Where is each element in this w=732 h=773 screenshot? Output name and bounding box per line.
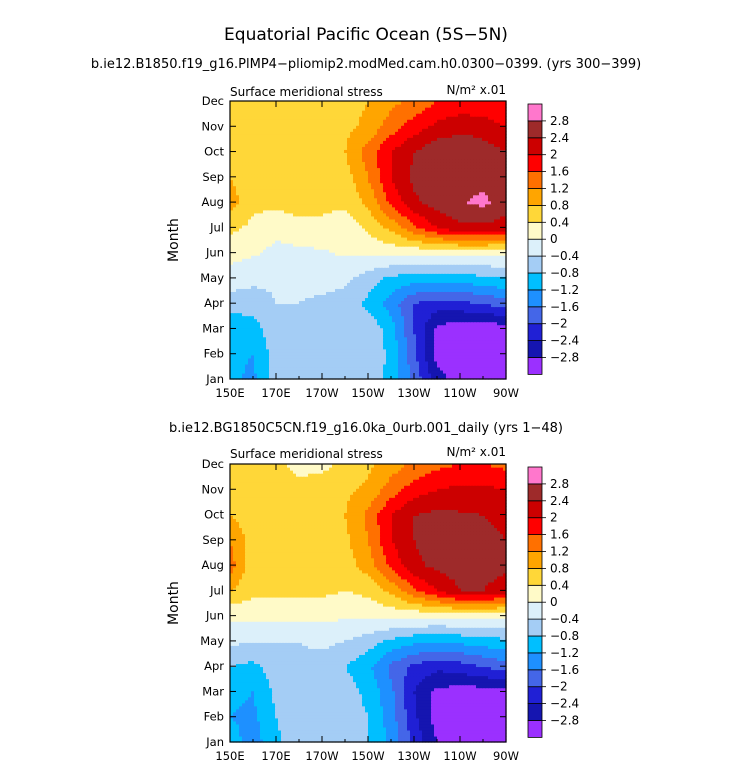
figure-title: Equatorial Pacific Ocean (5S−5N) — [224, 25, 508, 45]
contour-field — [230, 101, 507, 380]
panel-title: b.ie12.B1850.f19_g16.PlMP4−pliomip2.modM… — [91, 57, 641, 72]
panel-left-label: Surface meridional stress — [230, 85, 383, 99]
chart-panel-1: b.ie12.B1850.f19_g16.PlMP4−pliomip2.modM… — [91, 57, 641, 400]
panels: b.ie12.B1850.f19_g16.PlMP4−pliomip2.modM… — [91, 57, 641, 763]
panel-units: N/m² x.01 — [446, 83, 506, 97]
